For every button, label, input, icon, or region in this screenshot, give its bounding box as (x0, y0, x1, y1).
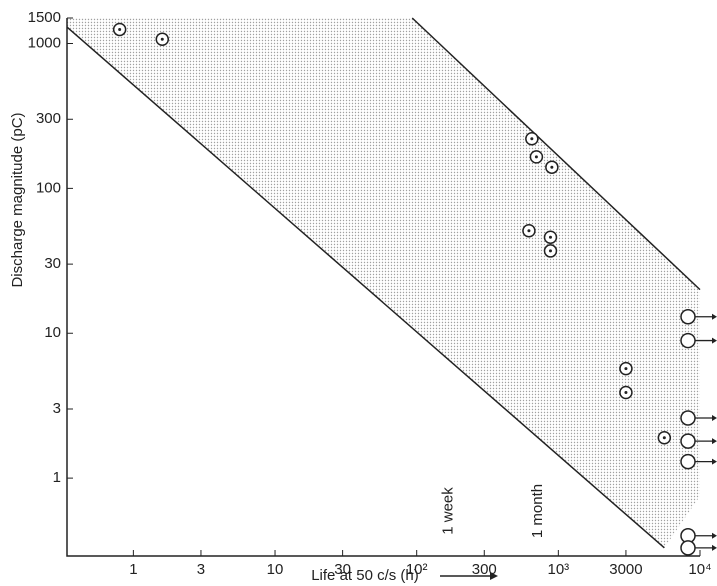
runout-point (681, 541, 695, 555)
x-tick-label: 3 (197, 561, 205, 578)
runout-arrow-head (712, 314, 717, 320)
runout-arrow-head (712, 338, 717, 344)
x-tick-label: 10² (406, 561, 428, 578)
runout-point (681, 455, 695, 469)
runout-arrow-head (712, 533, 717, 539)
shaded-band (67, 18, 700, 548)
x-tick-label: 3000 (609, 561, 642, 578)
y-tick-label: 10 (44, 324, 61, 341)
point-dot (624, 367, 627, 370)
x-tick-label: 10³ (547, 561, 569, 578)
x-tick-label: 1 (129, 561, 137, 578)
runout-point (681, 434, 695, 448)
x-axis-label: Life at 50 c/s (h) (311, 567, 419, 584)
runout-arrow-head (712, 438, 717, 444)
annotation: 1 week (440, 487, 457, 535)
point-dot (530, 137, 533, 140)
y-axis-label: Discharge magnitude (pC) (9, 112, 26, 287)
x-tick-label: 30 (334, 561, 351, 578)
runout-point (681, 310, 695, 324)
x-tick-label: 10⁴ (688, 561, 711, 578)
runout-point (681, 411, 695, 425)
annotation: 1 month (529, 484, 546, 538)
chart: Life at 50 c/s (h) Discharge magnitude (… (0, 0, 717, 586)
point-dot (527, 229, 530, 232)
y-tick-label: 1000 (28, 34, 61, 51)
runout-arrow-head (712, 459, 717, 465)
point-dot (535, 155, 538, 158)
x-tick-label: 300 (472, 561, 497, 578)
point-dot (161, 38, 164, 41)
runout-point (681, 334, 695, 348)
runout-arrow-head (712, 415, 717, 421)
point-dot (549, 236, 552, 239)
point-dot (118, 28, 121, 31)
y-tick-label: 300 (36, 110, 61, 127)
point-dot (624, 391, 627, 394)
point-dot (549, 249, 552, 252)
point-dot (663, 436, 666, 439)
runout-arrow-head (712, 545, 717, 551)
y-tick-label: 1 (53, 469, 61, 486)
y-tick-label: 1500 (28, 9, 61, 26)
y-tick-label: 3 (53, 400, 61, 417)
x-tick-label: 10 (267, 561, 284, 578)
point-dot (550, 166, 553, 169)
y-tick-label: 100 (36, 179, 61, 196)
y-tick-label: 30 (44, 255, 61, 272)
